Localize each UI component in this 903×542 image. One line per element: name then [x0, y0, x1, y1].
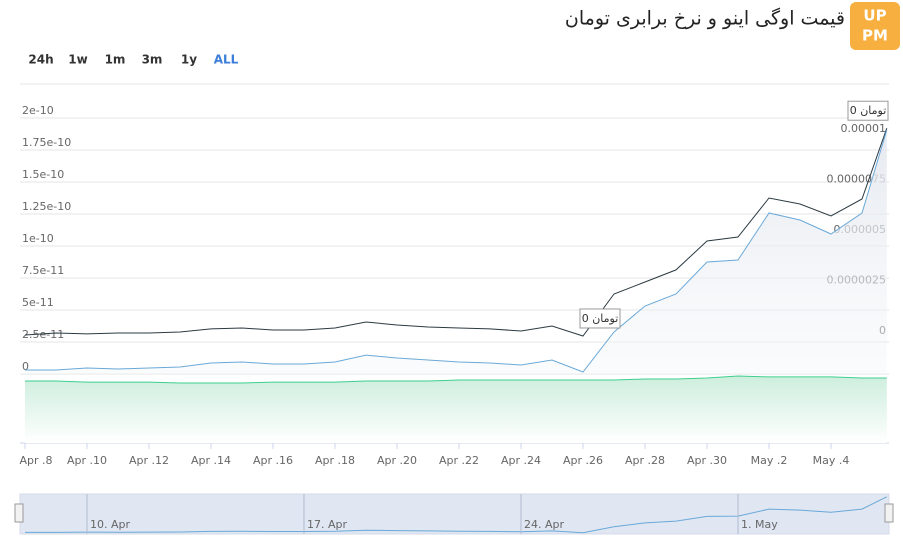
y2-tick-label: 0.00001	[841, 122, 887, 135]
x-tick-label: Apr .16	[253, 454, 293, 467]
navigator-line	[25, 496, 888, 534]
navigator-handle[interactable]	[14, 503, 24, 523]
y-tick-label: 7.5e-11	[22, 264, 64, 277]
x-tick-label: Apr .22	[439, 454, 479, 467]
logo-top: UP	[863, 7, 886, 25]
tooltip	[579, 308, 621, 329]
x-tick-label: May .4	[813, 454, 850, 467]
x-tick-label: Apr .10	[67, 454, 107, 467]
line	[24, 128, 888, 337]
logo-bottom: PM	[862, 27, 888, 45]
x-tick-label: Apr .8	[19, 454, 52, 467]
range-button[interactable]: 1w	[68, 53, 87, 67]
tooltip-text: تومان 0	[582, 312, 619, 325]
navigator-handle[interactable]	[884, 503, 894, 523]
line	[25, 375, 887, 384]
x-tick-label: Apr .24	[501, 454, 541, 467]
navigator-label: 1. May	[741, 518, 778, 531]
chart-title: قیمت اوگی اینو و نرخ برابری تومان	[565, 7, 845, 30]
navigator-label: 24. Apr	[524, 518, 564, 531]
y-tick-label: 5e-11	[22, 296, 54, 309]
line	[25, 129, 888, 373]
area	[24, 376, 887, 443]
y-tick-label: 2e-10	[22, 104, 54, 117]
y-tick-label: 1.25e-10	[22, 200, 71, 213]
navigator-label: 10. Apr	[90, 518, 130, 531]
logo	[850, 2, 900, 50]
y-tick-label: 1.75e-10	[22, 136, 71, 149]
range-button[interactable]: 1y	[181, 53, 197, 67]
x-tick-label: Apr .12	[129, 454, 169, 467]
range-button[interactable]: 24h	[28, 53, 53, 67]
range-button[interactable]: 3m	[142, 53, 163, 67]
x-tick-label: Apr .28	[625, 454, 665, 467]
y-tick-label: 0	[22, 360, 29, 373]
x-tick-label: Apr .20	[377, 454, 417, 467]
tooltip-text: تومان 0	[850, 104, 887, 117]
x-tick-label: Apr .14	[191, 454, 231, 467]
x-tick-label: Apr .18	[315, 454, 355, 467]
range-button[interactable]: 1m	[105, 53, 126, 67]
tooltip	[847, 100, 889, 121]
x-tick-label: Apr .30	[687, 454, 727, 467]
y-tick-label: 2.5e-11	[22, 328, 64, 341]
navigator-label: 17. Apr	[307, 518, 347, 531]
area	[24, 130, 887, 374]
navigator-mask	[19, 493, 890, 535]
x-tick-label: Apr .26	[563, 454, 603, 467]
y-tick-label: 1e-10	[22, 232, 54, 245]
x-tick-label: May .2	[751, 454, 788, 467]
y-tick-label: 1.5e-10	[22, 168, 64, 181]
range-button[interactable]: ALL	[214, 53, 239, 67]
